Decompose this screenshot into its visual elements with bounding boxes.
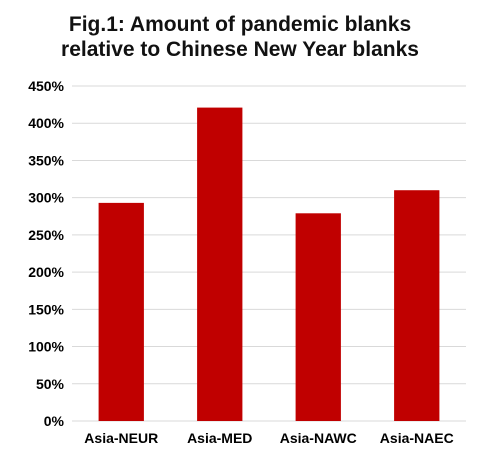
x-tick-label: Asia-NAWC xyxy=(280,430,357,446)
y-tick-label: 250% xyxy=(28,227,64,243)
chart-title: Fig.1: Amount of pandemic blanks relativ… xyxy=(40,12,440,62)
y-tick-label: 400% xyxy=(28,115,64,131)
y-tick-label: 450% xyxy=(28,78,64,94)
y-tick-label: 100% xyxy=(28,339,64,355)
y-tick-label: 150% xyxy=(28,301,64,317)
y-tick-label: 200% xyxy=(28,264,64,280)
bar xyxy=(197,107,243,421)
chart-title-line-1: Fig.1: Amount of pandemic blanks xyxy=(68,13,412,36)
bar xyxy=(295,213,341,421)
y-tick-label: 50% xyxy=(36,376,65,392)
y-tick-label: 350% xyxy=(28,152,64,168)
x-tick-label: Asia-MED xyxy=(187,430,252,446)
x-tick-label: Asia-NEUR xyxy=(84,430,158,446)
x-tick-label: Asia-NAEC xyxy=(380,430,454,446)
y-tick-label: 300% xyxy=(28,190,64,206)
y-tick-label: 0% xyxy=(44,413,65,429)
bar xyxy=(394,190,440,421)
chart-title-line-2: relative to Chinese New Year blanks xyxy=(61,38,419,61)
bar xyxy=(98,202,144,421)
